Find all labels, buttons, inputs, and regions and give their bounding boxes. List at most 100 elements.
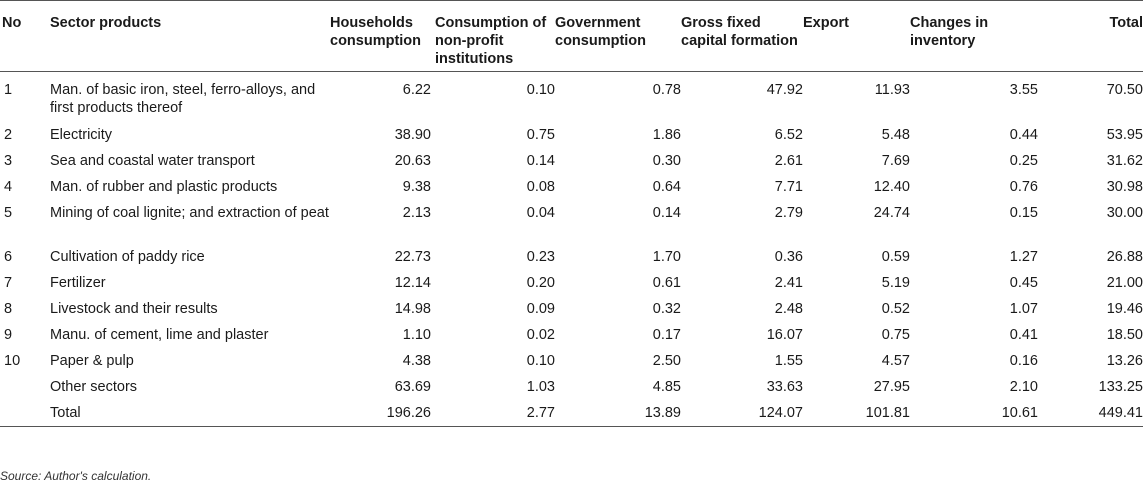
cell-government: 1.70 [652,248,681,265]
cell-no: 1 [4,82,13,98]
cell-gfcf: 7.71 [774,178,803,195]
cell-nonprofit: 0.14 [526,152,555,169]
table-row: 2 Electricity 38.90 0.75 1.86 6.52 5.48 0.44 53.… [0,122,1143,148]
cell-sector: Man. of rubber and plastic products [50,178,278,195]
table-row: 4 Man. of rubber and plastic products 9.38… [0,174,1143,200]
cell-export: 4.57 [881,352,910,369]
cell-export: 12.40 [873,178,910,195]
cell-sector: Sea and coastal water transport [50,152,255,169]
cell-total: 70.50 [1106,82,1143,98]
cell-inventory: 0.25 [1009,152,1038,169]
cell-government: 0.64 [652,178,681,195]
cell-sector: Manu. of cement, lime and plaster [50,326,269,343]
cell-government: 0.32 [652,300,681,317]
cell-nonprofit: 0.08 [526,178,555,195]
cell-sector: Cultivation of paddy rice [50,248,205,265]
cell-no [0,374,50,400]
cell-gfcf: 1.55 [774,352,803,369]
cell-government: 0.78 [652,82,681,98]
cell-nonprofit: 0.04 [526,204,555,221]
table-row: Other sectors 63.69 1.03 4.85 33.63 27.95 2.10… [0,374,1143,400]
cell-inventory: 0.16 [1009,352,1038,369]
table-row: 10 Paper & pulp 4.38 0.10 2.50 1.55 4.57 0.16 13… [0,348,1143,374]
cell-export: 101.81 [803,399,910,427]
cell-total: 31.62 [1106,152,1143,169]
header-total: Total [1038,0,1143,72]
cell-inventory: 0.41 [1009,326,1038,343]
table-row: Total 196.26 2.77 13.89 124.07 101.81 10.61 449… [0,399,1143,427]
cell-inventory: 10.61 [910,399,1038,427]
cell-inventory: 1.27 [1009,248,1038,265]
cell-total: 30.98 [1106,178,1143,195]
cell-gfcf: 6.52 [774,126,803,143]
table-row: 9 Manu. of cement, lime and plaster 1.10 0.… [0,322,1143,348]
header-sector: Sector products [50,0,330,72]
table-row: 5 Mining of coal lignite; and extraction … [0,200,1143,244]
cell-inventory: 0.76 [1009,178,1038,195]
cell-sector: Other sectors [50,378,138,395]
cell-gfcf: 16.07 [766,326,803,343]
header-export: Export [803,0,910,72]
cell-sector: Livestock and their results [50,300,218,317]
cell-total: 449.41 [1038,399,1143,427]
cell-no: 8 [4,300,13,317]
cell-export: 0.59 [881,248,910,265]
cell-no: 6 [4,248,13,265]
cell-nonprofit: 0.75 [526,126,555,143]
cell-government: 0.14 [652,204,681,221]
cell-total: 133.25 [1098,378,1143,395]
cell-gfcf: 47.92 [766,82,803,98]
cell-inventory: 0.44 [1009,126,1038,143]
cell-no: 5 [4,204,13,221]
header-households: Households consumption [330,0,431,72]
cell-inventory: 2.10 [1009,378,1038,395]
cell-no: 9 [4,326,13,343]
cell-total: 26.88 [1106,248,1143,265]
header-inventory: Changes in inventory [910,0,1038,72]
cell-nonprofit: 0.02 [526,326,555,343]
source-note: Source: Author's calculation. [0,469,152,483]
cell-inventory: 0.45 [1009,274,1038,291]
header-row: No Sector products Households consumptio… [0,0,1143,72]
cell-sector: Paper & pulp [50,352,134,369]
cell-households: 22.73 [394,248,431,265]
table-row: 6 Cultivation of paddy rice 22.73 0.23 1.70 0… [0,244,1143,270]
cell-export: 5.48 [881,126,910,143]
cell-government: 13.89 [555,399,681,427]
table-row: 7 Fertilizer 12.14 0.20 0.61 2.41 5.19 0.45 21.0… [0,270,1143,296]
cell-total: 13.26 [1106,352,1143,369]
cell-nonprofit: 0.10 [526,82,555,98]
cell-sector: Mining of coal lignite; and extraction o… [50,204,329,221]
cell-nonprofit: 0.23 [526,248,555,265]
cell-total: 18.50 [1106,326,1143,343]
cell-no: 7 [4,274,13,291]
cell-nonprofit: 0.20 [526,274,555,291]
cell-export: 0.75 [881,326,910,343]
cell-gfcf: 124.07 [681,399,803,427]
cell-households: 6.22 [402,82,431,98]
cell-total: 19.46 [1106,300,1143,317]
cell-nonprofit: 0.09 [526,300,555,317]
header-government: Government consumption [555,0,681,72]
cell-nonprofit: 2.77 [431,399,555,427]
cell-sector: Electricity [50,126,113,143]
cell-households: 2.13 [402,204,431,221]
cell-government: 0.61 [652,274,681,291]
cell-households: 4.38 [402,352,431,369]
table-row: 1 Man. of basic iron, steel, ferro-alloys… [0,72,1143,122]
cell-households: 196.26 [330,399,431,427]
cell-government: 2.50 [652,352,681,369]
cell-export: 11.93 [874,82,910,98]
cell-total: 30.00 [1106,204,1143,221]
cell-total: 53.95 [1106,126,1143,143]
table-row: 8 Livestock and their results 14.98 0.09 0.3… [0,296,1143,322]
cell-export: 24.74 [873,204,910,221]
cell-inventory: 0.15 [1009,204,1038,221]
cell-sector: Man. of basic iron, steel, ferro-alloys,… [50,82,316,116]
header-nonprofit: Consumption of non-profit institutions [431,0,555,72]
cell-sector: Total [50,399,330,427]
cell-no: 4 [4,178,13,195]
cell-government: 0.30 [652,152,681,169]
cell-gfcf: 2.79 [774,204,803,221]
